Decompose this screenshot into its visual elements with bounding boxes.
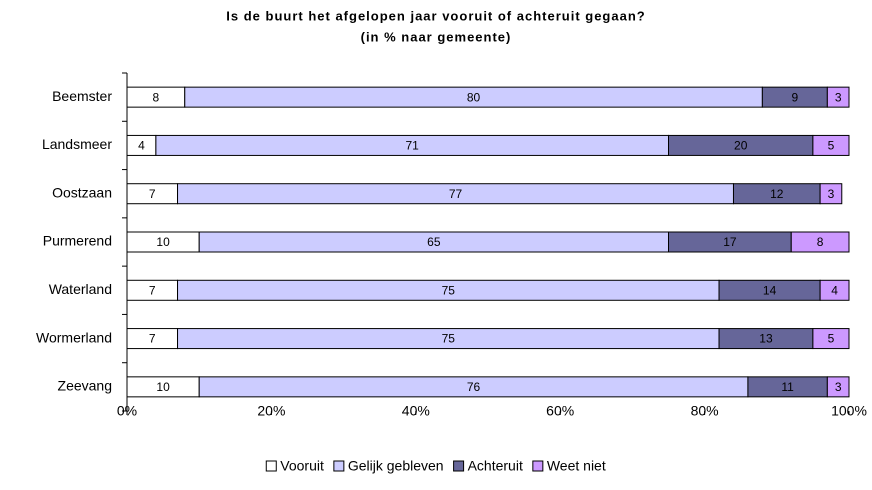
x-tick-label: 60%	[546, 403, 574, 419]
data-label: 11	[781, 380, 794, 394]
data-label: 71	[406, 139, 420, 153]
data-label: 13	[759, 332, 773, 346]
data-label: 65	[427, 235, 441, 249]
y-tick-label: Zeevang	[58, 378, 112, 394]
data-label: 3	[835, 90, 842, 104]
bar-segment	[819, 183, 843, 205]
data-label: 76	[467, 380, 481, 394]
x-tick-label: 20%	[257, 403, 285, 419]
bar-segment	[819, 279, 850, 301]
chart-subtitle: (in % naar gemeente)	[361, 29, 512, 44]
y-tick-label: Purmerend	[43, 233, 112, 249]
bar-segment	[812, 328, 850, 350]
y-tick-label: Waterland	[49, 281, 112, 297]
legend-swatch	[532, 460, 544, 472]
x-tick-label: 40%	[402, 403, 430, 419]
data-label: 17	[723, 235, 737, 249]
legend-label: Vooruit	[280, 458, 324, 474]
y-tick-label: Wormerland	[36, 329, 112, 345]
data-label: 7	[149, 332, 156, 346]
data-label: 80	[467, 90, 481, 104]
data-label: 12	[770, 187, 784, 201]
legend-swatch	[265, 460, 277, 472]
data-label: 3	[835, 380, 842, 394]
data-label: 7	[149, 283, 156, 297]
legend-label: Weet niet	[547, 458, 606, 474]
data-label: 3	[828, 187, 835, 201]
chart-title: Is de buurt het afgelopen jaar vooruit o…	[226, 8, 645, 23]
legend-swatch	[333, 460, 345, 472]
data-label: 75	[442, 332, 456, 346]
y-tick-label: Beemster	[52, 88, 112, 104]
x-tick-label: 0%	[117, 403, 137, 419]
legend-label: Achteruit	[468, 458, 523, 474]
bar-segment	[790, 231, 850, 253]
bar-segment	[826, 86, 850, 108]
data-label: 8	[817, 235, 824, 249]
data-label: 9	[792, 90, 799, 104]
y-tick-label: Oostzaan	[52, 184, 112, 200]
x-tick-label: 100%	[831, 403, 867, 419]
legend-label: Gelijk gebleven	[348, 458, 444, 474]
x-tick-label: 80%	[691, 403, 719, 419]
y-tick-label: Landsmeer	[42, 136, 112, 152]
data-label: 4	[138, 139, 145, 153]
data-label: 4	[831, 283, 838, 297]
bar-segment	[826, 376, 850, 398]
data-label: 10	[156, 235, 170, 249]
data-label: 5	[828, 332, 835, 346]
data-label: 75	[442, 283, 456, 297]
data-label: 5	[828, 139, 835, 153]
legend-swatch	[453, 460, 465, 472]
bar-segment	[812, 134, 850, 156]
data-label: 8	[153, 90, 160, 104]
data-label: 77	[449, 187, 463, 201]
data-label: 20	[734, 139, 748, 153]
data-label: 14	[763, 283, 777, 297]
data-label: 7	[149, 187, 156, 201]
data-label: 10	[156, 380, 170, 394]
